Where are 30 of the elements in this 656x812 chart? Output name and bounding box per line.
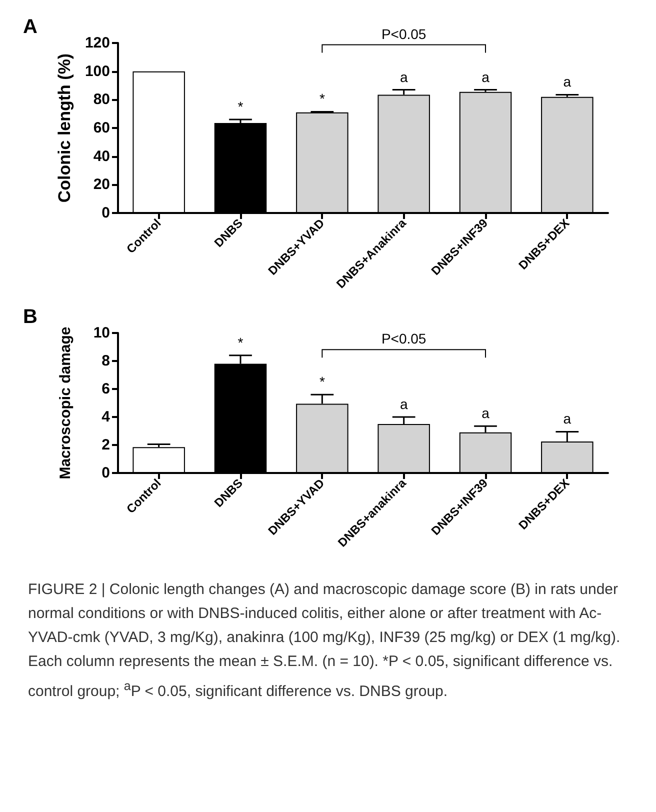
annotation: a: [563, 74, 572, 90]
caption: FIGURE 2 | Colonic length changes (A) and macroscopic damage score (B) in rats under normal conditions or with DNBS-induced colitis, either alone or after treatment with Ac-YVAD-cmk (YVAD, 3 mg/Kg), anakinra (100 mg/Kg), INF39 (25 mg/kg) or DEX (1 mg/kg). Each column represents the mean ± S.E.M. (n = 10). *P < 0.05, significant difference vs. control group; $^{a}$P < 0.05, significant difference vs. DNBS group.: [27, 580, 622, 702]
annotation: *: [319, 374, 326, 390]
y-tick-label: 2: [102, 436, 110, 454]
annotation: *: [238, 98, 244, 114]
annotation: a: [482, 405, 490, 422]
y-axis-title: Macroscopic damage: [57, 326, 74, 480]
annotation: a: [563, 410, 572, 427]
chart-title: A: [23, 16, 38, 38]
y-tick-label: 6: [102, 380, 110, 398]
y-tick-label: 120: [84, 34, 110, 52]
y-tick-label: 4: [102, 408, 111, 426]
y-tick-label: 80: [93, 91, 110, 108]
annotation: *: [319, 90, 326, 107]
chart-title: B: [23, 306, 38, 328]
y-tick-label: 20: [93, 176, 110, 194]
y-tick-label: 0: [102, 464, 110, 482]
annotation: a: [482, 68, 490, 85]
y-tick-label: 40: [93, 148, 110, 165]
annotation: a: [400, 68, 408, 85]
y-tick-label: 8: [102, 352, 110, 370]
annotation: *: [238, 334, 244, 350]
y-tick-label: 10: [93, 324, 110, 342]
y-tick-label: 60: [93, 120, 110, 136]
annotation: P<0.05: [381, 330, 426, 347]
y-tick-label: 100: [84, 62, 110, 80]
text: P<0.05: [381, 26, 426, 42]
y-axis-title: Colonic length (%): [55, 53, 74, 203]
y-tick-label: 0: [102, 204, 110, 222]
annotation: a: [400, 396, 408, 412]
